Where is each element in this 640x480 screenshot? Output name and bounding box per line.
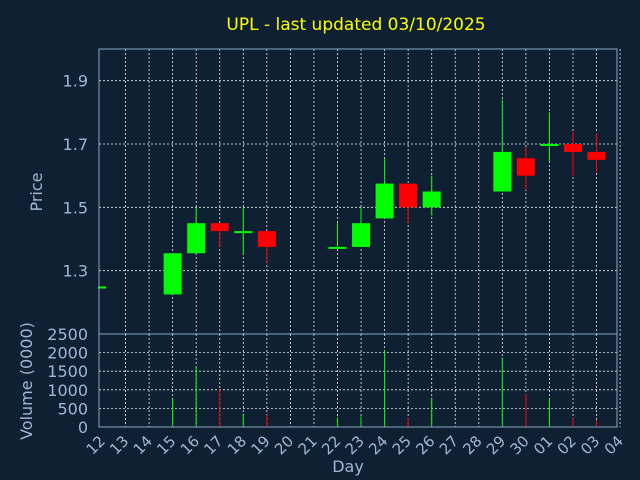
day-tick-label: 24 [365, 432, 391, 458]
candle-body [257, 231, 276, 247]
day-tick-label: 20 [271, 432, 297, 458]
candle-body [493, 151, 512, 192]
candle-body [187, 223, 206, 254]
price-axis-ticks: 1.3 1.5 1.7 1.9 [63, 72, 88, 281]
day-tick-label: 23 [342, 432, 368, 458]
volume-tick-label: 500 [57, 399, 88, 418]
candle-body [210, 223, 229, 232]
candle-body [234, 231, 253, 234]
price-candles [98, 99, 606, 295]
day-tick-label: 02 [554, 432, 580, 458]
volume-bars [172, 350, 598, 427]
day-tick-label: 04 [601, 432, 627, 458]
candle-body [352, 223, 371, 247]
price-tick-label: 1.3 [63, 262, 88, 281]
day-tick-label: 18 [224, 432, 250, 458]
day-tick-label: 13 [106, 432, 132, 458]
candle-body [98, 286, 106, 289]
day-tick-label: 19 [247, 432, 273, 458]
day-tick-label: 14 [130, 432, 156, 458]
volume-tick-label: 2000 [47, 344, 88, 363]
candle-body [399, 183, 418, 208]
day-tick-label: 16 [177, 432, 203, 458]
day-tick-label: 26 [412, 432, 438, 458]
day-axis-ticks: 1213141516171819202122232425262728293001… [83, 432, 627, 458]
day-tick-label: 17 [200, 432, 226, 458]
price-tick-label: 1.5 [63, 198, 88, 217]
price-axis-label: Price [27, 172, 46, 211]
day-tick-label: 22 [318, 432, 344, 458]
candle-body [375, 183, 394, 219]
candle-body [564, 144, 582, 152]
candle-body [540, 144, 559, 146]
candle-body [328, 246, 347, 249]
volume-panel-frame [98, 333, 618, 428]
day-tick-label: 01 [530, 432, 556, 458]
volume-tick-label: 0 [78, 418, 88, 437]
candle-body [587, 151, 606, 160]
candle-body [163, 253, 182, 295]
chart-title: UPL - last updated 03/10/2025 [226, 15, 485, 35]
volume-axis-label: Volume (0000) [17, 322, 36, 440]
candle-body [422, 191, 441, 208]
day-tick-label: 15 [153, 432, 179, 458]
day-tick-label: 03 [577, 432, 603, 458]
day-tick-label: 21 [295, 432, 321, 458]
volume-tick-label: 2500 [47, 325, 88, 344]
candle-body [516, 158, 535, 176]
day-tick-label: 28 [459, 432, 485, 458]
day-tick-label: 27 [436, 432, 462, 458]
day-tick-label: 25 [389, 432, 415, 458]
day-tick-label: 30 [506, 432, 532, 458]
price-tick-label: 1.9 [63, 72, 88, 91]
day-tick-label: 29 [483, 432, 509, 458]
volume-tick-label: 1000 [47, 381, 88, 400]
x-axis-label: Day [332, 457, 364, 476]
price-tick-label: 1.7 [63, 135, 88, 154]
volume-tick-label: 1500 [47, 362, 88, 381]
